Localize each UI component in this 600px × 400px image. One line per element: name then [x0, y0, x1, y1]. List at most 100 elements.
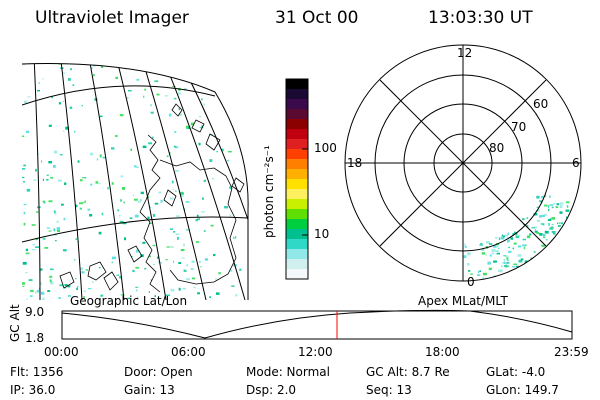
speckle-dot: [135, 286, 139, 288]
speckle-dot: [179, 113, 183, 116]
altitude-curve: [61, 309, 573, 339]
colorbar-cell: [286, 209, 308, 220]
speckle-dot: [178, 92, 181, 95]
colorbar-cell: [286, 79, 308, 90]
speckle-dot: [477, 274, 481, 276]
speckle-dot: [501, 234, 503, 237]
speckle-dot: [30, 289, 34, 293]
speckle-dot: [48, 230, 52, 232]
speckle-dot: [489, 243, 493, 245]
colorbar-cell: [286, 129, 308, 140]
speckle-dot: [182, 287, 186, 290]
speckle-dot: [506, 236, 509, 238]
speckle-dot: [506, 257, 509, 260]
speckle-dot: [503, 261, 506, 264]
speckle-dot: [42, 178, 44, 181]
speckle-dot: [47, 290, 51, 292]
speckle-dot: [79, 207, 82, 210]
speckle-dot: [526, 225, 529, 228]
speckle-dot: [178, 262, 182, 264]
speckle-dot: [79, 202, 83, 205]
speckle-dot: [175, 233, 180, 236]
speckle-dot: [186, 264, 188, 267]
speckle-dot: [486, 247, 488, 249]
speckle-dot: [536, 220, 541, 222]
speckle-dot: [119, 215, 121, 217]
speckle-dot: [92, 281, 94, 283]
speckle-dot: [229, 214, 231, 217]
speckle-dot: [85, 269, 89, 271]
speckle-dot: [56, 229, 60, 232]
speckle-dot: [203, 230, 206, 232]
speckle-dot: [229, 186, 232, 189]
speckle-dot: [559, 202, 564, 205]
speckle-dot: [534, 226, 537, 229]
apex-label: Apex MLat/MLT: [418, 294, 508, 308]
speckle-dot: [566, 205, 569, 208]
speckle-dot: [536, 206, 539, 208]
speckle-dot: [549, 218, 551, 220]
speckle-dot: [228, 60, 229, 62]
speckle-dot: [180, 194, 184, 197]
speckle-dot: [134, 214, 139, 218]
speckle-dot: [231, 72, 234, 75]
speckle-dot: [58, 102, 61, 105]
speckle-dot: [90, 152, 94, 156]
speckle-dot: [128, 90, 132, 92]
speckle-dot: [81, 104, 83, 107]
speckle-dot: [184, 88, 187, 91]
speckle-dot: [28, 279, 33, 282]
speckle-dot: [165, 294, 170, 296]
colorbar-cell: [286, 139, 308, 150]
colorbar-cell: [286, 249, 308, 260]
speckle-dot: [196, 214, 199, 217]
speckle-dot: [466, 252, 471, 256]
speckle-dot: [544, 234, 546, 236]
ip-value: IP: 36.0: [10, 383, 56, 397]
speckle-dot: [199, 261, 201, 263]
speckle-dot: [122, 187, 125, 190]
latitude-grid: [22, 85, 249, 243]
speckle-dot: [547, 205, 549, 208]
speckle-dot: [522, 238, 526, 241]
speckle-dot: [503, 259, 506, 261]
ytick-low: 1.8: [25, 331, 45, 345]
speckle-dot: [488, 267, 492, 270]
speckle-dot: [23, 222, 26, 226]
instrument-title: Ultraviolet Imager: [35, 8, 189, 28]
speckle-dot: [548, 208, 550, 212]
colorbar-cell: [286, 119, 308, 130]
speckle-dot: [517, 254, 522, 257]
speckle-dot: [498, 269, 501, 272]
speckle-dot: [166, 246, 171, 248]
speckle-dot: [470, 273, 473, 275]
speckle-dot: [495, 237, 498, 239]
speckle-dot: [233, 236, 235, 239]
speckle-dot: [216, 292, 220, 295]
speckle-dot: [38, 82, 41, 84]
speckle-dot: [180, 249, 185, 252]
speckle-dot: [531, 227, 535, 229]
speckle-dot: [35, 238, 39, 241]
speckle-dot: [165, 95, 168, 97]
xtick-1200: 12:00: [298, 345, 333, 359]
speckle-dot: [154, 202, 159, 205]
speckle-dot: [489, 254, 492, 257]
speckle-dot: [100, 115, 103, 118]
speckle-dot: [559, 211, 563, 214]
speckle-dot: [42, 238, 46, 240]
speckle-dot: [25, 272, 28, 274]
speckle-dot: [496, 252, 500, 255]
speckle-dot: [203, 103, 205, 106]
speckle-dot: [154, 295, 156, 298]
speckle-dot: [507, 232, 509, 235]
speckle-dot: [523, 247, 526, 250]
speckle-dot: [22, 285, 25, 287]
speckle-dot: [56, 220, 59, 223]
speckle-dot: [53, 228, 56, 232]
speckle-dot: [50, 268, 54, 271]
speckle-dot: [52, 164, 56, 168]
speckle-dot: [498, 247, 500, 250]
speckle-dot: [231, 285, 235, 287]
speckle-dot: [482, 277, 485, 280]
